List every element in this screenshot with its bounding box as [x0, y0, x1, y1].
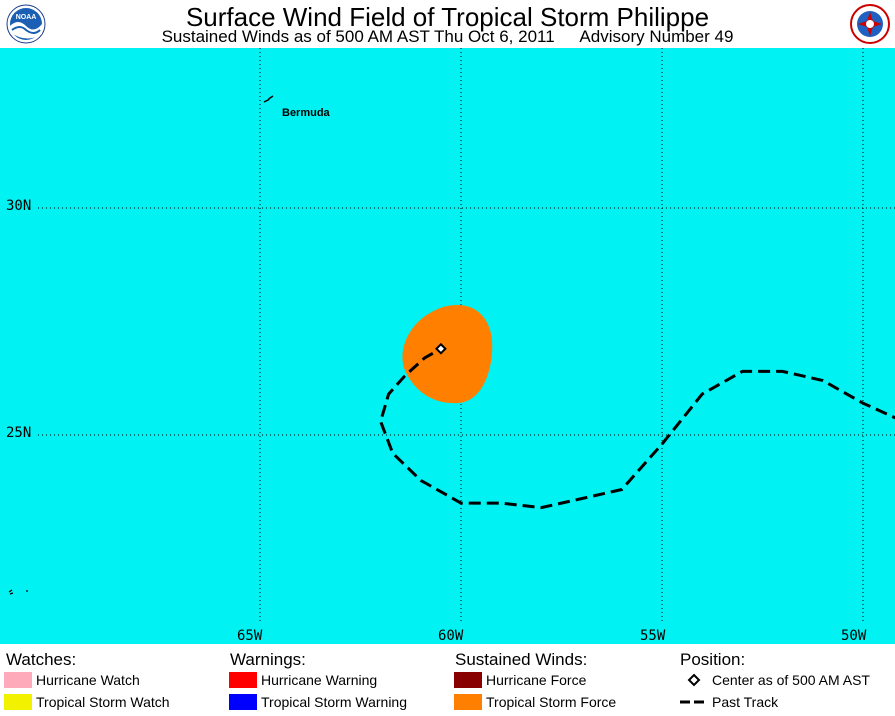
- advisory-number: Advisory Number 49: [579, 27, 734, 46]
- lat-label-25n: 25N: [6, 425, 32, 441]
- place-label-bermuda: Bermuda: [282, 107, 330, 119]
- nws-logo-icon: [850, 4, 890, 44]
- storm-center-diamond-icon: [434, 342, 447, 355]
- storm-map: 30N 25N 65W 60W 55W 50W Bermuda: [0, 48, 895, 644]
- legend-heading-winds: Sustained Winds:: [455, 650, 588, 669]
- bermuda-island-icon: [263, 95, 274, 103]
- small-islands-icon: [8, 589, 28, 595]
- legend-heading-watches: Watches:: [6, 650, 77, 669]
- lon-label-55w: 55W: [640, 628, 666, 644]
- lat-label-30n: 30N: [6, 198, 32, 214]
- hurricane-force-swatch: [454, 672, 482, 688]
- dashed-line-icon: [680, 700, 708, 704]
- past-track-line: [379, 347, 895, 510]
- tropical-storm-force-swatch: [454, 694, 482, 710]
- lon-label-60w: 60W: [438, 628, 464, 644]
- diamond-icon: [687, 673, 701, 687]
- map-canvas: [8, 48, 895, 624]
- lon-label-65w: 65W: [237, 628, 263, 644]
- advisory-time: Sustained Winds as of 500 AM AST Thu Oct…: [161, 27, 555, 46]
- tropical-storm-warning-swatch: [229, 694, 257, 710]
- legend-heading-warnings: Warnings:: [230, 650, 306, 669]
- noaa-logo-icon: NOAA: [6, 4, 46, 44]
- hurricane-warning-swatch: [229, 672, 257, 688]
- legend-heading-position: Position:: [680, 650, 746, 669]
- page-title: Surface Wind Field of Tropical Storm Phi…: [185, 2, 710, 32]
- svg-text:NOAA: NOAA: [16, 14, 37, 21]
- tropical-storm-watch-swatch: [4, 694, 32, 710]
- map-legend: Watches: Hurricane Watch Tropical Storm …: [0, 644, 895, 716]
- page-subtitle: Sustained Winds as of 500 AM AST Thu Oct…: [0, 27, 895, 47]
- tropical-storm-force-wind-field: [402, 305, 493, 404]
- storm-center-marker: [434, 342, 447, 355]
- map-header: NOAA Surface Wind Field of Tropical Stor…: [0, 0, 895, 48]
- hurricane-watch-swatch: [4, 672, 32, 688]
- lon-label-50w: 50W: [841, 628, 867, 644]
